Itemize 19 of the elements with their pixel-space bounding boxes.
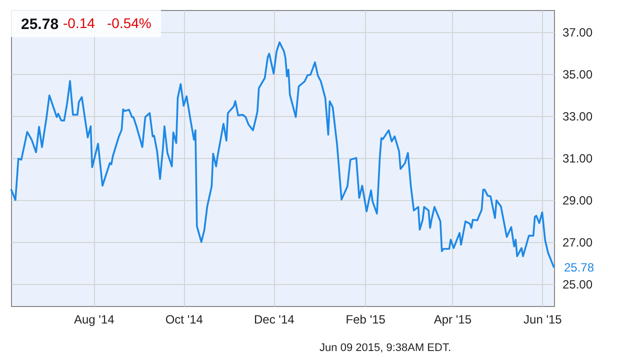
y-tick-label: 29.00 bbox=[562, 193, 593, 208]
x-tick-label: Dec '14 bbox=[254, 312, 295, 326]
y-tick-label: 37.00 bbox=[562, 26, 593, 40]
annotation: -0.54% bbox=[107, 15, 152, 31]
x-tick-label: Aug '14 bbox=[74, 312, 115, 326]
y-tick-label: 31.00 bbox=[562, 152, 593, 166]
annotation: -0.14 bbox=[63, 15, 96, 31]
x-tick-label: Feb '15 bbox=[346, 312, 386, 326]
y-tick-label: 35.00 bbox=[562, 68, 593, 82]
text: Jun 09 2015, 9:38AM EDT. bbox=[320, 342, 451, 354]
annotation: 25.78 bbox=[564, 260, 594, 275]
y-tick-label: 33.00 bbox=[562, 110, 593, 124]
line-series bbox=[10, 41, 555, 268]
x-tick-label: Jun '15 bbox=[524, 312, 562, 326]
x-tick-label: Apr '15 bbox=[434, 312, 472, 326]
y-tick-label: 27.00 bbox=[562, 235, 593, 250]
x-tick-label: Oct '14 bbox=[165, 312, 204, 326]
annotation: 25.78 bbox=[21, 16, 59, 33]
y-tick-label: 25.00 bbox=[562, 277, 593, 292]
